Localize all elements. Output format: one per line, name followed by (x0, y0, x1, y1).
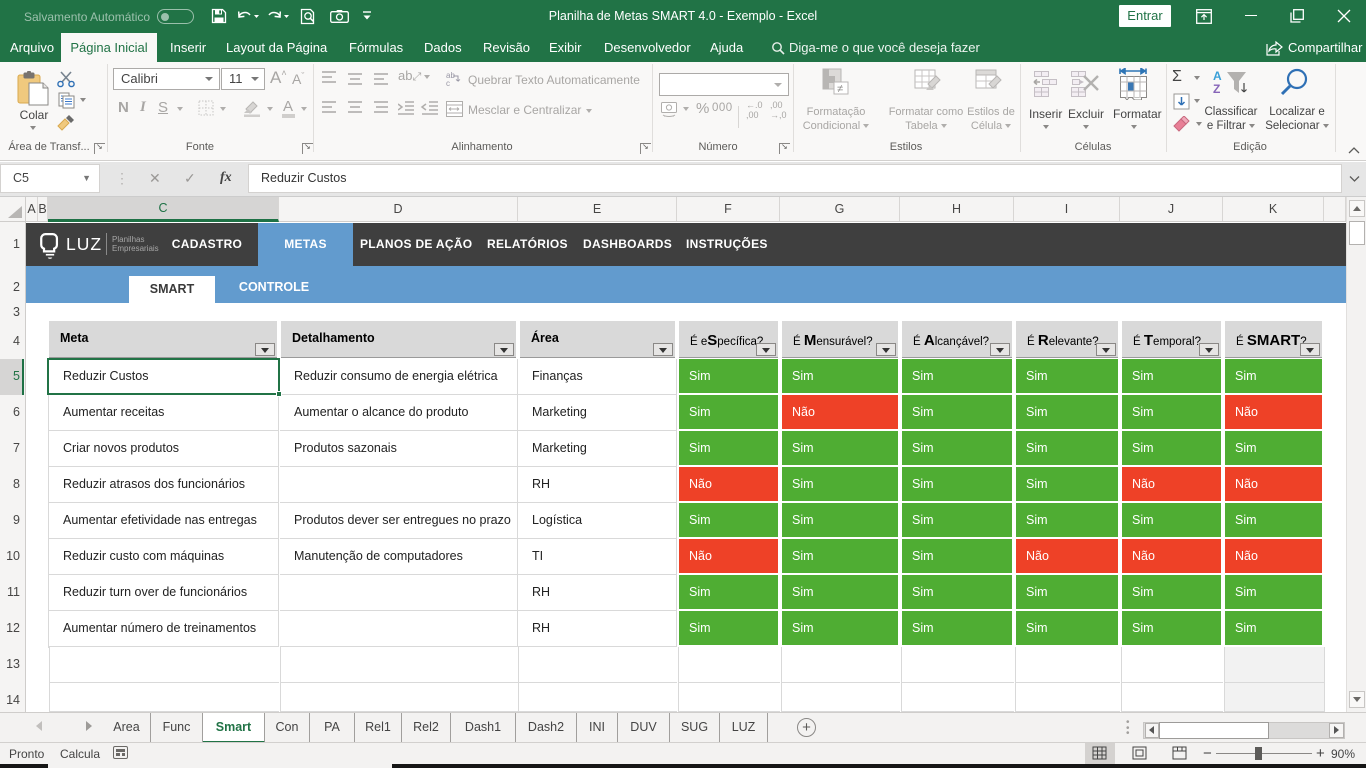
svg-text:≠: ≠ (837, 83, 843, 95)
svg-text:A: A (1213, 69, 1222, 83)
svg-text:Z: Z (1213, 82, 1220, 96)
svg-text:ab: ab (446, 71, 455, 80)
svg-text:c: c (446, 79, 450, 87)
